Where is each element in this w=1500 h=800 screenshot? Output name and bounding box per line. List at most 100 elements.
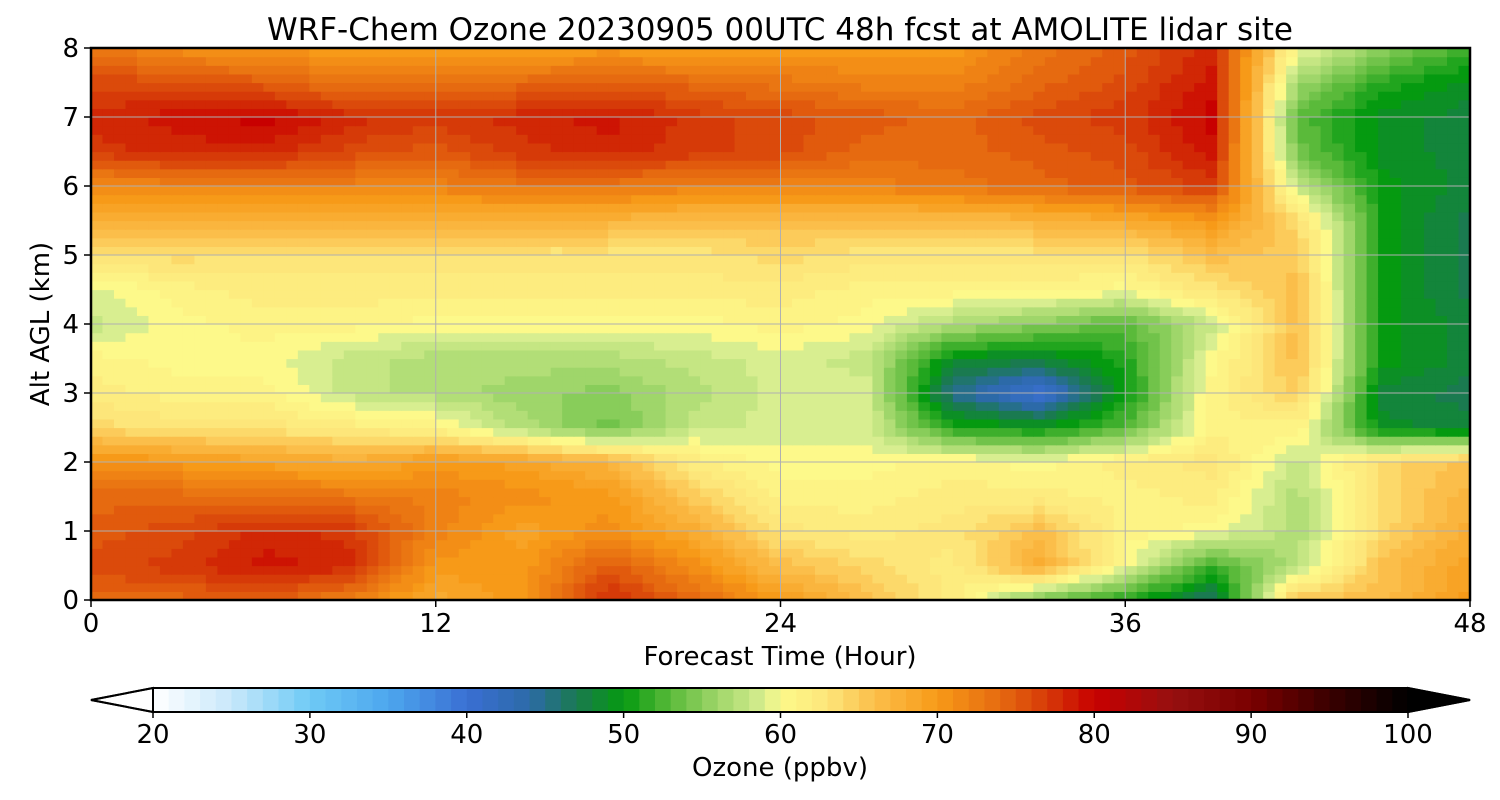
contour-cell [964,582,977,592]
contour-cell [1343,444,1356,454]
contour-cell [125,341,138,351]
contour-cell [1401,436,1414,446]
contour-cell [573,401,586,411]
contour-cell [1010,487,1023,498]
contour-cell [159,496,173,506]
contour-cell [1343,479,1356,489]
contour-cell [1274,280,1287,291]
contour-cell [1217,548,1230,558]
contour-cell [1424,263,1437,273]
contour-cell [1435,436,1448,446]
contour-cell [562,289,575,299]
contour-cell [665,332,678,342]
contour-cell [780,496,793,506]
contour-cell [860,393,874,403]
contour-cell [91,272,104,282]
contour-cell [1447,393,1460,403]
contour-cell [791,548,805,558]
contour-cell [136,393,150,403]
contour-cell [987,427,1000,437]
contour-cell [412,479,425,489]
contour-cell [1378,324,1391,334]
contour-cell [412,470,425,480]
contour-cell [297,574,310,584]
contour-cell [1102,556,1115,567]
contour-cell [458,496,471,506]
contour-cell [136,255,150,265]
contour-cell [895,556,908,567]
contour-cell [102,453,115,463]
contour-cell [205,531,219,541]
contour-cell [1378,272,1391,282]
contour-cell [1320,513,1333,523]
contour-cell [769,324,782,334]
contour-cell [711,393,724,403]
contour-cell [1263,470,1276,480]
contour-cell [700,393,713,403]
contour-cell [274,410,287,420]
contour-cell [1090,246,1103,256]
contour-cell [516,306,529,316]
contour-cell [791,453,805,463]
contour-cell [320,289,333,299]
contour-cell [102,349,115,360]
contour-cell [757,505,770,515]
contour-cell [1148,289,1161,299]
contour-cell [906,470,919,480]
contour-cell [688,496,701,506]
contour-cell [504,410,517,420]
contour-cell [665,591,678,601]
contour-cell [1159,375,1172,385]
contour-cell [251,246,264,256]
contour-cell [355,565,368,575]
contour-cell [1148,522,1161,532]
contour-cell [1355,548,1368,558]
contour-cell [1033,565,1046,575]
contour-cell [1389,462,1402,472]
contour-cell [343,591,356,601]
contour-cell [171,332,184,342]
contour-cell [1309,349,1322,360]
contour-cell [1021,444,1034,454]
contour-cell [1228,531,1241,541]
contour-cell [872,470,885,480]
contour-cell [1194,462,1207,472]
contour-cell [274,479,287,489]
contour-cell [1125,358,1138,368]
contour-cell [918,531,931,541]
contour-cell [148,505,161,515]
contour-cell [1113,556,1126,567]
contour-cell [1286,358,1299,368]
contour-cell [1067,470,1080,480]
contour-cell [1389,479,1402,489]
contour-cell [1228,306,1241,316]
contour-cell [1412,306,1425,316]
contour-cell [596,315,609,325]
contour-cell [527,341,540,351]
contour-cell [791,574,805,584]
contour-cell [470,522,483,532]
contour-cell [481,556,494,567]
contour-cell [228,487,241,498]
contour-cell [1205,272,1218,282]
contour-cell [1332,487,1345,498]
contour-cell [539,324,552,334]
contour-cell [1424,324,1437,334]
contour-cell [619,237,632,247]
contour-cell [125,470,138,480]
contour-cell [435,531,448,541]
contour-cell [872,565,885,575]
contour-cell [297,436,310,446]
contour-cell [389,444,402,454]
contour-cell [458,410,471,420]
contour-cell [895,298,908,308]
contour-cell [1366,436,1379,446]
contour-cell [1217,470,1230,480]
contour-cell [746,324,759,334]
contour-cell [493,453,506,463]
contour-cell [1240,367,1253,377]
contour-cell [1320,496,1333,506]
contour-cell [734,315,747,325]
contour-cell [125,246,138,256]
contour-cell [573,513,586,523]
